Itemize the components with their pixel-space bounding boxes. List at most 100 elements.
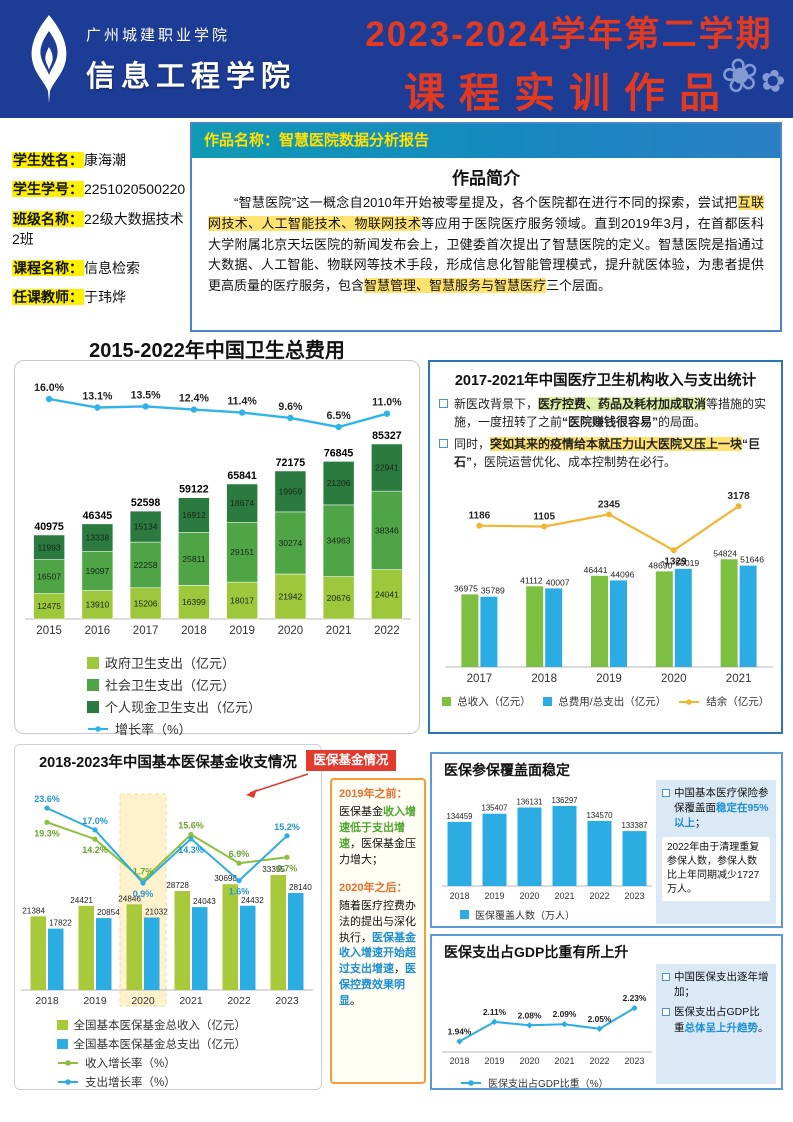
svg-text:21384: 21384 bbox=[22, 906, 45, 915]
field-value: 2251020500220 bbox=[84, 181, 186, 198]
fund-section-body: 随着医疗控费办法的提出与深化执行，医保基金收入增速开始超过支出增速，医保控费效果… bbox=[339, 899, 416, 1008]
svg-text:1.7%: 1.7% bbox=[133, 866, 154, 876]
svg-text:44096: 44096 bbox=[611, 569, 635, 579]
chart5-svg: 1.94% 2018 2.11% 2019 2.08% 2020 2.09% 2021 2.05… bbox=[442, 993, 652, 1066]
svg-text:19959: 19959 bbox=[278, 486, 302, 496]
svg-text:0.9%: 0.9% bbox=[133, 889, 154, 899]
work-box: 作品名称：智慧医院数据分析报告 作品简介 “智慧医院”这一概念自2010年开始被… bbox=[190, 122, 782, 332]
header-banner: 广州城建职业学院 信息工程学院 2023-2024学年第二学期 课程实训作品 ❀… bbox=[0, 0, 793, 118]
svg-text:2021: 2021 bbox=[554, 1056, 574, 1066]
svg-text:2022: 2022 bbox=[589, 1056, 609, 1066]
svg-text:21032: 21032 bbox=[145, 908, 168, 917]
svg-text:6.9%: 6.9% bbox=[229, 849, 250, 859]
svg-text:2017: 2017 bbox=[133, 625, 159, 637]
intro-title: 作品简介 bbox=[452, 169, 520, 188]
hospital-income-expense-chart: 36975 35789 2017 41112 40007 2018 46441 44096 20… bbox=[439, 475, 773, 692]
svg-text:2021: 2021 bbox=[326, 625, 352, 637]
square-bullet-icon bbox=[439, 399, 448, 408]
legend-item: 医保支出占GDP比重（%） bbox=[460, 1075, 609, 1090]
svg-text:12.4%: 12.4% bbox=[179, 393, 210, 405]
svg-text:2019: 2019 bbox=[484, 891, 504, 901]
class-name-row: 班级名称：22级大数据技术2班 bbox=[12, 209, 186, 250]
svg-text:24432: 24432 bbox=[241, 896, 264, 905]
lotus-decoration-icon: ❀✿ bbox=[716, 45, 789, 105]
legend-item: 社会卫生支出（亿元） bbox=[87, 675, 235, 694]
fund-section-head: 2020年之后： bbox=[339, 881, 408, 894]
gdp-share-box: 医保支出占GDP比重有所上升 1.94% 2018 2.11% 2019 2.08% 20… bbox=[430, 934, 783, 1090]
swatch-icon bbox=[460, 910, 469, 919]
school-block: 广州城建职业学院 信息工程学院 bbox=[86, 24, 296, 95]
svg-text:11.4%: 11.4% bbox=[227, 396, 257, 408]
course-work-title: 课程实训作品 bbox=[404, 70, 734, 116]
school-logo-icon bbox=[22, 13, 76, 105]
legend-item: 个人现金卫生支出（亿元） bbox=[87, 697, 261, 716]
svg-text:34963: 34963 bbox=[327, 536, 351, 546]
svg-text:29151: 29151 bbox=[230, 547, 254, 557]
line-marker-icon bbox=[461, 1079, 481, 1086]
student-id-row: 学生学号：2251020500220 bbox=[12, 179, 186, 199]
svg-text:13.5%: 13.5% bbox=[131, 389, 162, 401]
college-name: 信息工程学院 bbox=[86, 61, 297, 93]
svg-text:35789: 35789 bbox=[481, 586, 505, 596]
svg-text:2020: 2020 bbox=[519, 1056, 539, 1066]
chart5-legend: 医保支出占GDP比重（%） bbox=[460, 1075, 781, 1090]
legend-item: 全国基本医保基金总支出（亿元） bbox=[57, 1036, 246, 1052]
legend-item: 政府卫生支出（亿元） bbox=[87, 653, 235, 672]
square-bullet-icon bbox=[662, 789, 670, 797]
svg-text:9.6%: 9.6% bbox=[278, 401, 303, 413]
svg-text:2023: 2023 bbox=[624, 1056, 644, 1066]
swatch-icon bbox=[87, 678, 99, 691]
chart2-title: 2017-2021年中国医疗卫生机构收入与支出统计 bbox=[454, 373, 757, 389]
svg-text:15134: 15134 bbox=[134, 522, 158, 532]
field-label: 学生姓名： bbox=[12, 152, 84, 168]
swatch-icon bbox=[57, 1038, 68, 1050]
chart3-legend: 全国基本医保基金总收入（亿元） 全国基本医保基金总支出（亿元） 收入增长率（%） 支出… bbox=[57, 1017, 321, 1090]
svg-text:12475: 12475 bbox=[37, 601, 61, 611]
svg-text:20676: 20676 bbox=[327, 593, 351, 603]
svg-text:3178: 3178 bbox=[727, 491, 750, 502]
svg-text:133387: 133387 bbox=[621, 821, 647, 830]
fund-section-body: 医保基金收入增速低于支出增速，医保基金压力增大； bbox=[339, 805, 416, 866]
intro-text: “智慧医院”这一概念自2010年开始被零星提及，各个医院都在进行不同的探索，尝试… bbox=[208, 195, 764, 294]
svg-text:30698: 30698 bbox=[214, 874, 237, 883]
svg-text:2018: 2018 bbox=[449, 1056, 469, 1066]
svg-text:2023: 2023 bbox=[624, 891, 644, 901]
svg-text:16912: 16912 bbox=[182, 510, 206, 520]
chart5-side-panel: 中国医保支出逐年增加； 医保支出占GDP比重总体呈上升趋势。 bbox=[656, 964, 776, 1084]
svg-text:85327: 85327 bbox=[372, 430, 402, 442]
svg-text:38346: 38346 bbox=[375, 525, 399, 535]
side-note-text: 医保支出占GDP比重总体呈上升趋势。 bbox=[674, 1006, 769, 1034]
svg-text:54824: 54824 bbox=[713, 548, 737, 558]
svg-text:2.08%: 2.08% bbox=[518, 1010, 542, 1020]
svg-text:22258: 22258 bbox=[134, 560, 158, 570]
work-intro: 作品简介 “智慧医院”这一概念自2010年开始被零星提及，各个医院都在进行不同的… bbox=[192, 158, 780, 303]
svg-text:41112: 41112 bbox=[520, 575, 543, 585]
svg-text:13.1%: 13.1% bbox=[82, 391, 113, 403]
svg-text:2019: 2019 bbox=[229, 625, 255, 637]
svg-text:28140: 28140 bbox=[289, 883, 312, 892]
svg-text:15206: 15206 bbox=[134, 598, 158, 608]
svg-text:17.0%: 17.0% bbox=[82, 816, 108, 826]
svg-text:18017: 18017 bbox=[230, 596, 254, 606]
svg-text:2.09%: 2.09% bbox=[553, 1009, 577, 1019]
svg-text:2019: 2019 bbox=[484, 1056, 504, 1066]
chart2-note: 新医改背景下，医疗控费、药品及耗材加成取消等措施的实施，一度扭转了之前“医院赚钱… bbox=[439, 395, 772, 431]
svg-text:21942: 21942 bbox=[278, 592, 302, 602]
svg-text:24846: 24846 bbox=[118, 894, 141, 903]
chart3-box: 2018-2023年中国基本医保基金收支情况 21384 17822 2018 244… bbox=[14, 744, 322, 1090]
side-note-text: 中国基本医疗保险参保覆盖面稳定在95%以上； bbox=[674, 787, 769, 830]
note-text: 新医改背景下，医疗控费、药品及耗材加成取消等措施的实施，一度扭转了之前“医院赚钱… bbox=[454, 397, 767, 429]
svg-text:11993: 11993 bbox=[37, 542, 60, 552]
student-info-panel: 学生姓名：康海潮 学生学号：2251020500220 班级名称：22级大数据技… bbox=[12, 150, 186, 317]
svg-text:15.6%: 15.6% bbox=[178, 821, 204, 831]
svg-text:1.94%: 1.94% bbox=[448, 1026, 472, 1036]
svg-text:30274: 30274 bbox=[278, 538, 302, 548]
chart4-title: 医保参保覆盖面稳定 bbox=[444, 762, 570, 778]
svg-text:2017: 2017 bbox=[467, 673, 493, 685]
svg-text:25811: 25811 bbox=[182, 554, 205, 564]
swatch-icon bbox=[87, 700, 99, 713]
insured-population-chart: 134459 2018 135407 2019 136131 2020 136297 2021… bbox=[438, 782, 781, 907]
svg-text:59122: 59122 bbox=[179, 484, 209, 496]
svg-text:2022: 2022 bbox=[589, 891, 609, 901]
fund-explanation-box: 2019年之前： 医保基金收入增速低于支出增速，医保基金压力增大； 2020年之… bbox=[330, 778, 426, 1084]
